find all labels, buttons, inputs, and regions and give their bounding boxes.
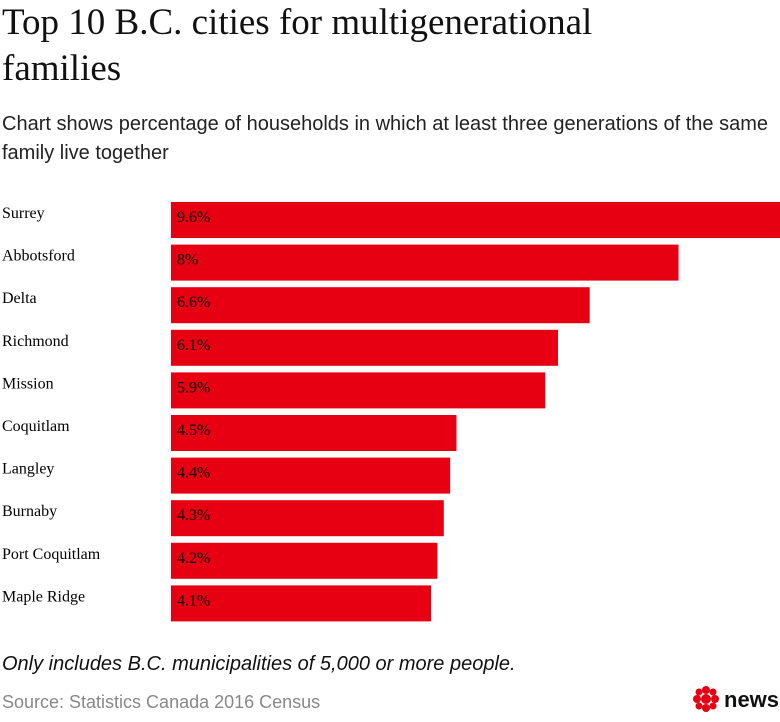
logo-text: news — [724, 687, 779, 712]
value-label: 4.5% — [177, 422, 210, 439]
bar — [171, 457, 451, 494]
category-label: Maple Ridge — [2, 588, 85, 605]
category-label: Delta — [2, 290, 37, 307]
logo-icon — [693, 686, 719, 712]
source: Source: Statistics Canada 2016 Census — [2, 692, 320, 712]
category-label: Coquitlam — [2, 418, 70, 435]
value-label: 6.1% — [177, 337, 210, 354]
bar — [171, 415, 457, 451]
chart-title: Top 10 B.C. cities for multigenerational… — [2, 2, 592, 89]
value-label: 6.6% — [177, 294, 210, 311]
chart-subtitle: Chart shows percentage of households in … — [2, 113, 768, 164]
value-label: 8% — [177, 252, 198, 269]
value-label: 4.1% — [177, 592, 210, 609]
bar — [171, 202, 780, 238]
bar — [171, 542, 438, 579]
bar — [171, 287, 590, 324]
category-label: Richmond — [2, 333, 69, 350]
category-label: Burnaby — [2, 503, 57, 520]
value-label: 4.2% — [177, 550, 210, 567]
category-label: Port Coquitlam — [2, 546, 101, 563]
category-label: Mission — [2, 375, 54, 392]
category-label: Langley — [2, 461, 54, 478]
bar — [171, 372, 546, 409]
category-label: Abbotsford — [2, 248, 75, 265]
value-label: 5.9% — [177, 379, 210, 396]
note: Only includes B.C. municipalities of 5,0… — [2, 653, 516, 675]
bar — [171, 329, 558, 366]
bar — [171, 500, 444, 537]
value-label: 4.4% — [177, 465, 210, 482]
category-label: Surrey — [2, 205, 45, 222]
value-label: 9.6% — [177, 209, 210, 226]
bar — [171, 585, 432, 622]
bar — [171, 244, 679, 281]
value-label: 4.3% — [177, 507, 210, 524]
